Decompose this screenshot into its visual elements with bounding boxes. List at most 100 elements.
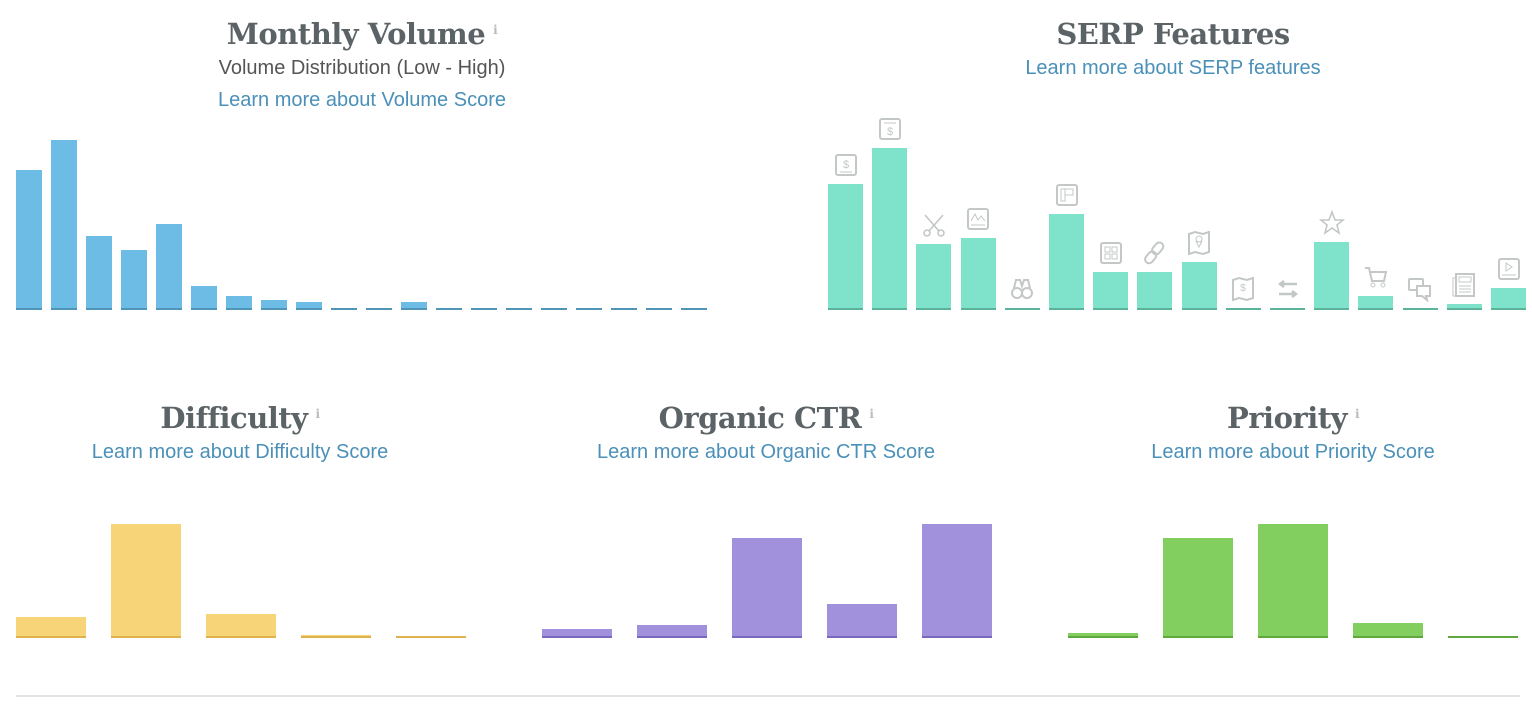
bar-volume-8[interactable] [296,302,322,310]
bar-difficulty-3[interactable] [301,634,371,638]
bar-serp-14[interactable] [1446,304,1482,310]
bar-baseline [16,635,86,638]
bar-volume-5[interactable] [191,286,217,310]
bar-serp-11[interactable] [1314,242,1350,310]
bar-serp-8[interactable] [1181,262,1217,310]
local-ads-icon: $ [1230,276,1256,302]
bar-volume-3[interactable] [121,250,147,310]
bar-difficulty-0[interactable] [16,616,86,638]
related-questions-icon [1275,276,1301,302]
shopping-results-icon [1363,264,1389,290]
difficulty-header: Difficulty i Learn more about Difficulty … [92,400,388,468]
serp-header: SERP Features Learn more about SERP feat… [1025,16,1320,84]
svg-text:$: $ [1241,283,1247,294]
bar-volume-16[interactable] [576,308,602,310]
bar-baseline [828,308,863,310]
bar-baseline [506,308,532,310]
local-pack-icon [1186,230,1212,256]
bar-volume-11[interactable] [401,302,427,310]
bar-priority-3[interactable] [1353,623,1423,638]
bar-ctr-0[interactable] [542,628,612,638]
paid-ad-icon: $ [833,152,859,178]
bar-baseline [960,308,996,310]
bar-baseline [1491,308,1526,310]
bar-baseline [541,308,567,310]
comments-icon [1407,276,1433,302]
bar-volume-4[interactable] [156,224,182,310]
bar-serp-10[interactable] [1270,308,1305,310]
bar-serp-1[interactable] [872,148,908,310]
bar-baseline [261,308,287,310]
bar-baseline [1163,636,1233,638]
bar-volume-19[interactable] [681,308,707,310]
bar-baseline [1270,308,1305,310]
info-icon[interactable]: i [869,407,874,421]
ctr-score-link[interactable]: Learn more about Organic CTR Score [597,441,935,463]
divider [16,695,1520,697]
bar-volume-15[interactable] [541,308,567,310]
monthly-volume-title: Monthly Volume [226,17,486,51]
bar-volume-17[interactable] [611,308,637,310]
site-links-icon [1098,240,1124,266]
bar-volume-12[interactable] [436,308,462,310]
bar-baseline [1358,308,1394,310]
priority-score-link[interactable]: Learn more about Priority Score [1151,441,1435,463]
bar-baseline [1353,635,1423,638]
bar-serp-12[interactable] [1358,296,1394,310]
bar-baseline [436,308,462,310]
bar-priority-2[interactable] [1258,524,1328,638]
bar-priority-4[interactable] [1448,636,1518,638]
info-icon[interactable]: i [493,23,498,37]
monthly-volume-header: Monthly Volume i Volume Distribution (Low… [218,16,506,116]
bar-baseline [121,308,147,310]
news-icon [1451,272,1477,298]
video-icon [1496,256,1522,282]
bar-serp-0[interactable] [828,184,863,310]
bar-priority-1[interactable] [1163,538,1233,638]
image-pack-icon [965,206,991,232]
monthly-volume-subtitle: Volume Distribution (Low - High) [218,57,506,79]
bar-difficulty-2[interactable] [206,613,276,638]
bar-baseline [1448,636,1518,638]
bar-volume-7[interactable] [261,300,287,310]
serp-features-link[interactable]: Learn more about SERP features [1025,57,1321,79]
bar-baseline [16,308,42,310]
bar-volume-6[interactable] [226,296,252,310]
bar-ctr-1[interactable] [637,624,707,638]
bar-ctr-3[interactable] [827,603,897,638]
bar-serp-2[interactable] [916,244,952,310]
bar-baseline [1314,308,1350,310]
bar-baseline [301,635,371,638]
bar-baseline [916,308,952,310]
bar-difficulty-1[interactable] [111,524,181,638]
bar-serp-6[interactable] [1093,272,1129,310]
volume-score-link[interactable]: Learn more about Volume Score [218,89,506,111]
difficulty-score-link[interactable]: Learn more about Difficulty Score [91,441,389,463]
bar-volume-2[interactable] [86,236,112,310]
bar-volume-9[interactable] [331,308,357,310]
bar-volume-18[interactable] [646,308,672,310]
bar-baseline [542,635,612,638]
bar-baseline [401,308,427,310]
bar-serp-5[interactable] [1049,214,1084,310]
bar-serp-15[interactable] [1491,288,1526,310]
serp-title: SERP Features [1056,17,1290,51]
bar-volume-13[interactable] [471,308,497,310]
bar-volume-14[interactable] [506,308,532,310]
bar-difficulty-4[interactable] [396,636,466,638]
info-icon[interactable]: i [315,407,321,421]
bar-volume-1[interactable] [51,140,77,310]
bar-serp-3[interactable] [960,238,996,310]
bar-priority-0[interactable] [1068,632,1138,638]
bar-serp-4[interactable] [1004,308,1040,310]
bar-serp-7[interactable] [1137,272,1173,310]
shopping-ad-icon: $ [877,116,903,142]
bar-ctr-2[interactable] [732,537,802,638]
bar-ctr-4[interactable] [922,524,992,638]
bar-serp-13[interactable] [1402,308,1438,310]
info-icon[interactable]: i [1354,407,1360,421]
bar-serp-9[interactable] [1225,308,1261,310]
bar-volume-0[interactable] [16,170,42,310]
bar-baseline [922,636,992,638]
bar-volume-10[interactable] [366,308,392,310]
